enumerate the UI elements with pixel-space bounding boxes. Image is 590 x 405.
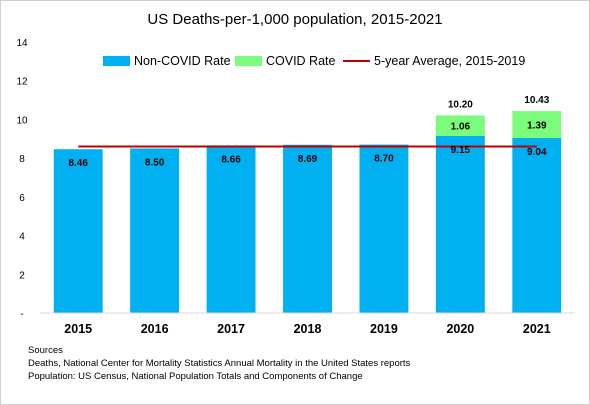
label-non-covid-2019: 8.70 — [374, 154, 394, 165]
label-non-covid-2018: 8.69 — [298, 154, 318, 165]
y-tick-label: 2 — [19, 270, 25, 281]
bar-covid-2020 — [435, 115, 485, 136]
bar-non-covid-2016 — [130, 148, 180, 313]
x-axis: 2015 2016 2017 2018 2019 2020 2021 — [64, 322, 550, 336]
x-tick-label-2018: 2018 — [294, 322, 322, 336]
legend-swatch-non-covid — [103, 56, 130, 66]
bar-covid-2021 — [512, 111, 562, 139]
sources-line-population: Population: US Census, National Populati… — [28, 371, 363, 382]
bar-non-covid-2019 — [359, 144, 409, 313]
label-non-covid-2017: 8.66 — [221, 154, 241, 165]
sources-note: Sources Deaths, National Center for Mort… — [28, 344, 410, 383]
data-labels: 8.46 8.50 8.66 8.69 8.70 1.06 9.15 10.20 1.39 9.0… — [68, 95, 549, 169]
label-covid-2021: 1.39 — [527, 121, 547, 132]
y-axis: - 2 4 6 8 10 12 14 — [16, 38, 28, 320]
bars — [53, 111, 562, 313]
bar-non-covid-2017 — [206, 145, 256, 313]
x-tick-label-2016: 2016 — [141, 322, 169, 336]
label-non-covid-2015: 8.46 — [68, 158, 88, 169]
label-non-covid-2016: 8.50 — [145, 157, 165, 168]
y-tick-label: 8 — [19, 154, 25, 165]
legend-label-average: 5-year Average, 2015-2019 — [374, 54, 525, 68]
legend: Non-COVID Rate COVID Rate 5-year Average… — [103, 54, 525, 68]
label-total-2020: 10.20 — [448, 99, 473, 110]
label-non-covid-2021: 9.04 — [527, 147, 547, 158]
legend-swatch-covid — [235, 56, 262, 66]
y-tick-label: 14 — [16, 38, 28, 49]
x-tick-label-2020: 2020 — [446, 322, 474, 336]
bar-non-covid-2015 — [53, 149, 103, 313]
y-tick-label: - — [20, 309, 23, 320]
label-total-2021: 10.43 — [524, 95, 549, 106]
label-covid-2020: 1.06 — [451, 122, 471, 133]
label-non-covid-2020: 9.15 — [451, 145, 471, 156]
y-tick-label: 12 — [16, 77, 28, 88]
sources-line-deaths: Deaths, National Center for Mortality St… — [28, 358, 411, 369]
x-tick-label-2017: 2017 — [217, 322, 245, 336]
x-tick-label-2021: 2021 — [523, 322, 551, 336]
x-tick-label-2019: 2019 — [370, 322, 398, 336]
y-tick-label: 4 — [19, 232, 25, 243]
chart-title: US Deaths-per-1,000 population, 2015-202… — [147, 11, 442, 28]
legend-label-covid: COVID Rate — [266, 54, 336, 68]
x-tick-label-2015: 2015 — [64, 322, 92, 336]
bar-non-covid-2018 — [283, 144, 332, 313]
y-tick-label: 10 — [16, 115, 28, 126]
bar-non-covid-2020 — [435, 135, 485, 313]
bar-non-covid-2021 — [512, 138, 562, 313]
legend-label-non-covid: Non-COVID Rate — [134, 54, 231, 68]
sources-heading: Sources — [28, 345, 63, 356]
y-tick-label: 6 — [19, 193, 25, 204]
